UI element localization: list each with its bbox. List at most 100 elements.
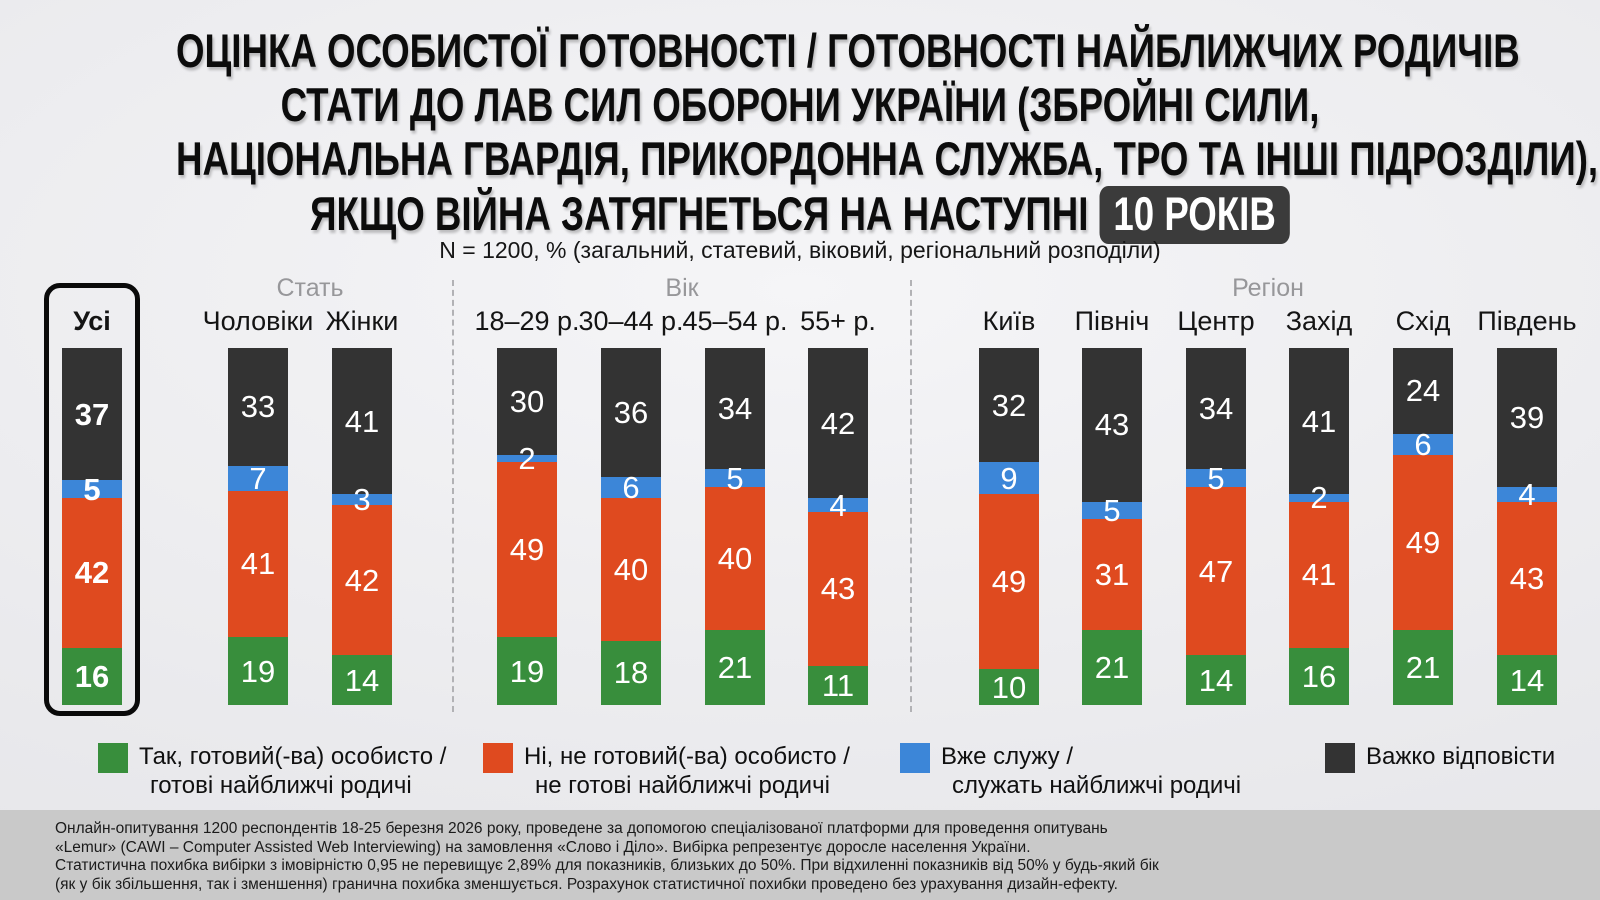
chart-subtitle: N = 1200, % (загальний, статевий, вікови…	[439, 237, 1161, 263]
bar-value-label: 4	[1518, 476, 1536, 512]
bar-segment-no: 43	[1497, 501, 1557, 656]
title-line-3: НАЦІОНАЛЬНА ГВАРДІЯ, ПРИКОРДОННА СЛУЖБА,…	[176, 132, 1599, 185]
bar-value-label: 5	[1207, 460, 1225, 496]
bar-segment-yes: 21	[705, 630, 765, 705]
bar-value-label: 40	[613, 551, 649, 587]
bar-column: 14 43 4 39	[1497, 348, 1557, 705]
bar-segment-serving: 2	[497, 443, 557, 474]
legend-item-serving: Вже служу / служать найближчі родичі	[900, 742, 1241, 800]
bar-segment-yes: 18	[601, 640, 661, 705]
column-label: Схід	[1395, 306, 1451, 336]
bar-segment-no: 40	[601, 497, 661, 641]
bar-segment-yes: 14	[1186, 655, 1246, 705]
bar-segment-hard: 34	[1186, 348, 1246, 470]
bar-value-label: 33	[240, 389, 276, 425]
group-divider	[910, 280, 912, 712]
bar-segment-no: 42	[332, 505, 392, 656]
bar-column: 18 40 6 36	[601, 348, 661, 705]
bar-value-label: 41	[1301, 403, 1337, 439]
group-divider	[452, 280, 454, 712]
title-line-1: ОЦІНКА ОСОБИСТОЇ ГОТОВНОСТІ / ГОТОВНОСТІ…	[176, 24, 1520, 77]
legend-swatch	[98, 743, 128, 773]
legend-item-yes: Так, готовий(-ва) особисто / готові найб…	[98, 742, 446, 800]
all-highlight-box	[44, 283, 140, 716]
bar-value-label: 5	[83, 471, 101, 507]
bar-segment-yes: 11	[808, 665, 868, 705]
bar-value-label: 41	[240, 546, 276, 582]
bar-value-label: 5	[726, 460, 744, 496]
bar-segment-serving: 7	[228, 463, 288, 494]
bar-segment-hard: 41	[332, 348, 392, 495]
group-header: Вік	[665, 274, 699, 302]
footer-line-4: (як у бік збільшення, так і зменшення) г…	[55, 875, 1118, 893]
bar-segment-serving: 2	[1289, 482, 1349, 513]
bar-segment-serving: 3	[332, 484, 392, 515]
bar-value-label: 4	[829, 487, 847, 523]
bar-segment-hard: 33	[228, 348, 288, 466]
column-label: Чоловіки	[202, 306, 314, 336]
bar-segment-no: 41	[228, 490, 288, 638]
bar-segment-no: 31	[1082, 519, 1142, 631]
legend-item-hard: Важко відповісти	[1325, 742, 1555, 773]
footer-line-2: «Lemur» (CAWI – Computer Assisted Web In…	[55, 838, 1031, 856]
bar-value-label: 19	[509, 653, 545, 689]
bar-value-label: 34	[1198, 391, 1234, 427]
bar-value-label: 41	[1301, 557, 1337, 593]
bar-value-label: 43	[1094, 407, 1130, 443]
bar-column: 21 31 5 43	[1082, 348, 1142, 705]
legend-swatch	[900, 743, 930, 773]
bar-value-label: 19	[240, 653, 276, 689]
bar-segment-no: 49	[979, 494, 1039, 670]
methodology-note: Онлайн-опитування 1200 респондентів 18-2…	[55, 820, 1159, 894]
bar-value-label: 42	[820, 405, 856, 441]
bar-value-label: 16	[74, 658, 110, 694]
bar-segment-no: 49	[1393, 455, 1453, 631]
bar-column: 21 49 6 24	[1393, 348, 1453, 705]
bar-column: 10 49 9 32	[979, 348, 1039, 705]
bar-segment-hard: 34	[705, 348, 765, 470]
legend-label-line2: не готові найближчі родичі	[535, 772, 830, 799]
bar-column: 21 40 5 34	[705, 348, 765, 705]
bar-value-label: 5	[1103, 492, 1121, 528]
bar-segment-yes: 21	[1393, 630, 1453, 705]
legend-label-line1: Вже служу /	[941, 743, 1074, 770]
column-label: Центр	[1177, 306, 1255, 336]
bar-value-label: 14	[1509, 662, 1545, 698]
title-line-2: СТАТИ ДО ЛАВ СИЛ ОБОРОНИ УКРАЇНИ (ЗБРОЙН…	[280, 78, 1320, 131]
bar-value-label: 32	[991, 387, 1027, 423]
bar-segment-serving: 5	[705, 463, 765, 494]
bar-value-label: 9	[1000, 460, 1018, 496]
bar-value-label: 18	[613, 655, 649, 691]
bar-segment-yes: 14	[332, 655, 392, 705]
bar-value-label: 3	[353, 482, 371, 518]
footer-line-3: Статистична похибка вибірки з імовірніст…	[55, 857, 1159, 874]
bar-segment-serving: 9	[979, 460, 1039, 496]
column-label: Київ	[982, 306, 1036, 336]
legend-label-line1: Ні, не готовий(-ва) особисто /	[524, 743, 850, 770]
bar-segment-hard: 43	[1082, 348, 1142, 502]
bar-column: 19 41 7 33	[228, 348, 288, 705]
bar-value-label: 21	[1094, 650, 1130, 686]
column-label: Жінки	[325, 306, 399, 336]
bar-segment-no: 42	[62, 497, 122, 648]
column-label: 30–44 р.	[578, 306, 684, 336]
bar-segment-hard: 41	[1289, 348, 1349, 495]
bar-segment-no: 49	[497, 462, 557, 638]
bar-value-label: 42	[74, 555, 110, 591]
bar-value-label: 49	[1405, 525, 1441, 561]
bar-segment-serving: 4	[1497, 479, 1557, 510]
bar-value-label: 39	[1509, 400, 1545, 436]
column-label: 55+ р.	[800, 306, 876, 336]
bar-segment-yes: 16	[62, 647, 122, 705]
bar-segment-serving: 4	[808, 490, 868, 521]
bar-value-label: 2	[1310, 480, 1328, 516]
bar-segment-yes: 19	[228, 637, 288, 705]
bar-value-label: 49	[509, 532, 545, 568]
bar-value-label: 37	[74, 396, 110, 432]
ten-years-badge: 10 РОКІВ	[1099, 186, 1290, 244]
bar-segment-serving: 6	[1393, 429, 1453, 460]
column-label: Північ	[1074, 306, 1150, 336]
bar-value-label: 40	[717, 541, 753, 577]
bar-segment-yes: 14	[1497, 655, 1557, 705]
bar-value-label: 47	[1198, 553, 1234, 589]
